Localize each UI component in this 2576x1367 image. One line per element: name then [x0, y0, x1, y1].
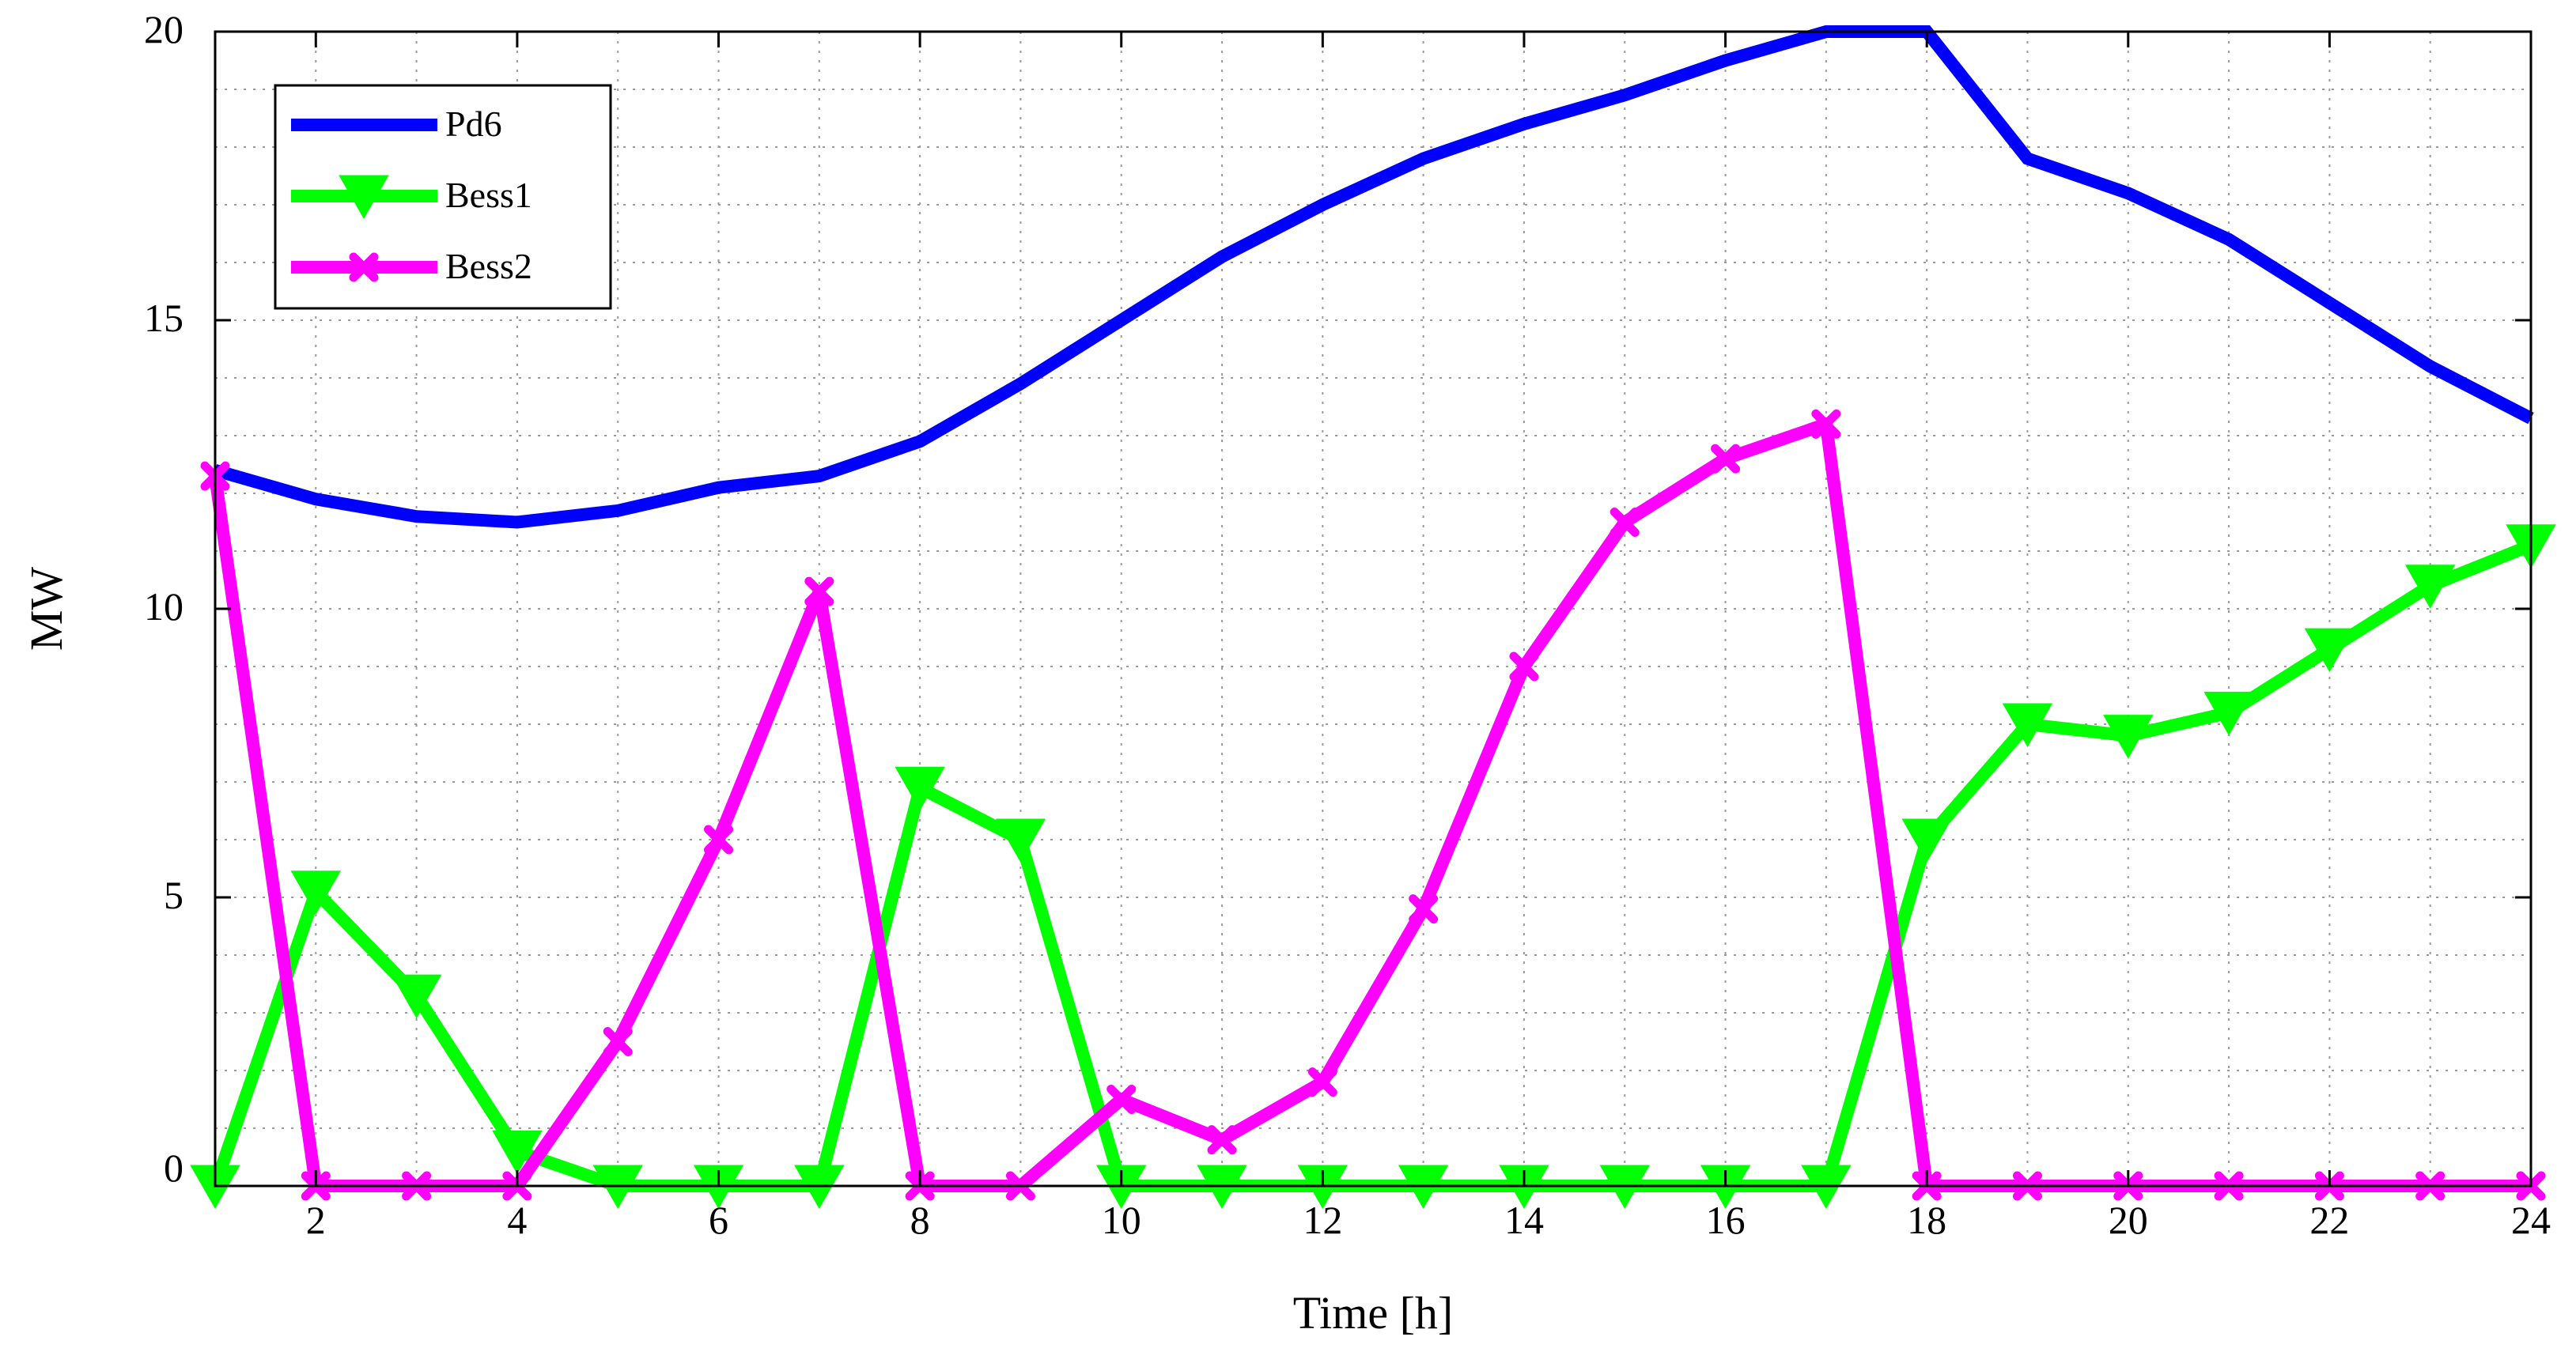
- data-point-bess2: [1409, 894, 1439, 924]
- data-point-bess2: [603, 1027, 633, 1056]
- data-point-bess2: [1610, 508, 1640, 537]
- legend-label: Bess1: [445, 175, 532, 215]
- y-tick-label: 0: [164, 1146, 183, 1190]
- x-tick-label: 2: [306, 1198, 326, 1242]
- data-point-bess1: [895, 766, 945, 811]
- series-pd6: [213, 25, 2534, 529]
- x-tick-label: 18: [1907, 1198, 1946, 1242]
- data-point-bess1: [1901, 818, 1952, 863]
- data-point-bess1: [2404, 565, 2456, 609]
- series-bess1: [190, 524, 2556, 1210]
- legend-item-bess2: Bess2: [291, 246, 532, 286]
- x-tick-label: 14: [1504, 1198, 1544, 1242]
- x-tick-label: 22: [2309, 1198, 2349, 1242]
- x-tick-label: 12: [1303, 1198, 1342, 1242]
- legend-marker: [349, 252, 379, 282]
- x-tick-label: 16: [1706, 1198, 1746, 1242]
- x-tick-label: 24: [2511, 1198, 2551, 1242]
- y-tick-label: 10: [144, 584, 183, 629]
- legend-label: Bess2: [445, 246, 532, 286]
- series-bess2: [200, 409, 2546, 1201]
- legend: Pd6 Bess1 Bess2: [274, 84, 612, 310]
- data-point-bess1: [2103, 715, 2154, 759]
- x-axis-label: Time [h]: [1293, 1287, 1454, 1339]
- x-tick-label: 6: [709, 1198, 728, 1242]
- data-point-bess2: [1106, 1085, 1137, 1114]
- data-point-bess1: [2002, 703, 2053, 748]
- data-point-bess2: [1307, 1067, 1337, 1097]
- data-point-bess1: [995, 818, 1046, 863]
- data-point-bess1: [2304, 628, 2355, 673]
- legend-marker: [339, 175, 389, 220]
- y-tick-label: 20: [144, 7, 183, 51]
- data-point-bess1: [492, 1130, 543, 1175]
- data-point-bess2: [1207, 1125, 1237, 1155]
- data-point-bess1: [2203, 691, 2254, 736]
- legend-label: Pd6: [445, 104, 502, 144]
- legend-item-bess1: Bess1: [291, 175, 532, 220]
- data-point-bess2: [1509, 651, 1539, 682]
- y-tick-label: 15: [144, 296, 183, 340]
- y-axis-label: MW: [21, 567, 72, 651]
- data-point-bess1: [391, 974, 442, 1019]
- y-tick-label: 5: [164, 873, 183, 917]
- series-line-bess1: [209, 539, 2533, 1192]
- series-line-pd6: [213, 25, 2534, 529]
- x-tick-label: 10: [1102, 1198, 1141, 1242]
- x-tick-label: 20: [2109, 1198, 2148, 1242]
- x-tick-label: 4: [507, 1198, 527, 1242]
- data-point-bess2: [1711, 444, 1741, 474]
- data-point-bess1: [290, 870, 342, 915]
- legend-item-pd6: Pd6: [291, 104, 502, 144]
- x-tick-label: 8: [910, 1198, 930, 1242]
- data-point-bess2: [804, 576, 834, 606]
- data-point-bess2: [1811, 409, 1841, 439]
- grid: [215, 31, 2531, 1186]
- data-point-bess2: [704, 825, 734, 855]
- series-line-bess2: [209, 415, 2531, 1192]
